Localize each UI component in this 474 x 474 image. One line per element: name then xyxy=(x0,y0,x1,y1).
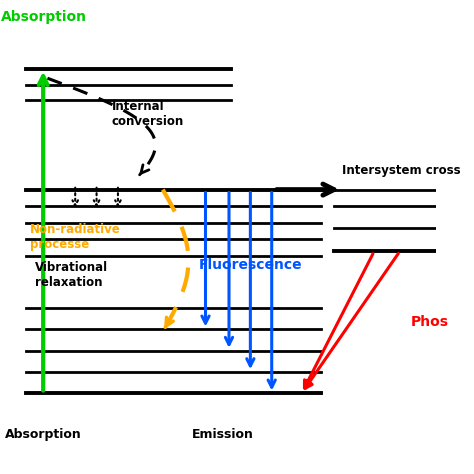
Text: Fluorescence: Fluorescence xyxy=(199,258,302,273)
Text: Non-radiative
processe: Non-radiative processe xyxy=(30,223,121,251)
Text: Phos: Phos xyxy=(410,315,448,329)
Text: Absorption: Absorption xyxy=(0,9,86,24)
Text: Absorption: Absorption xyxy=(5,428,82,441)
Text: Internal
conversion: Internal conversion xyxy=(111,100,184,128)
Text: Emission: Emission xyxy=(191,428,254,441)
Text: Vibrational
relaxation: Vibrational relaxation xyxy=(35,261,108,289)
Text: Intersystem cross: Intersystem cross xyxy=(342,164,461,177)
